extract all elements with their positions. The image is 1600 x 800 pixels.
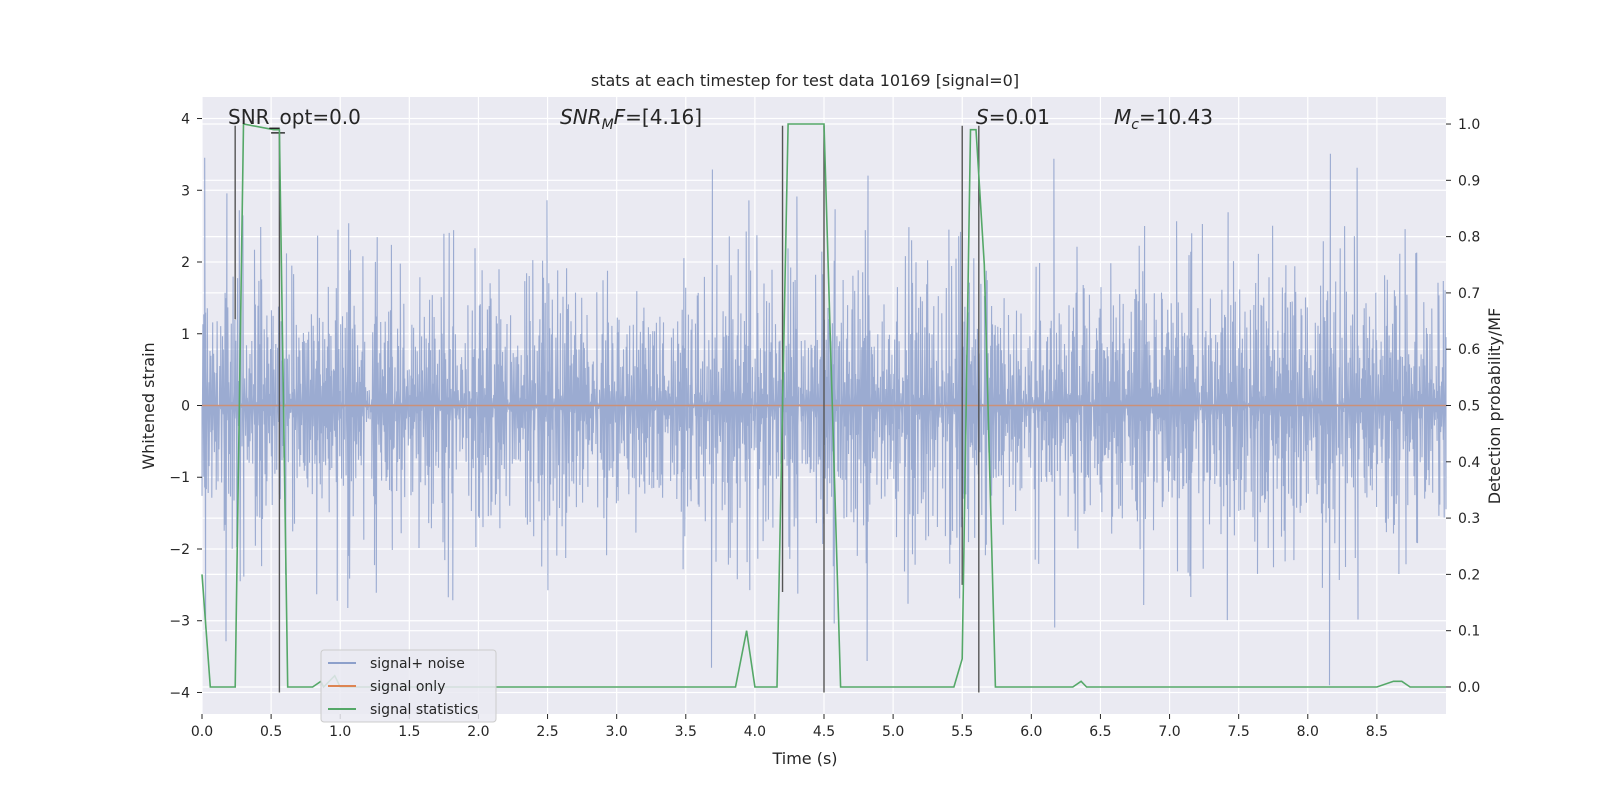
x-tick-label: 1.5	[398, 724, 420, 740]
y-left-tick-label: 4	[181, 112, 190, 128]
x-tick-label: 4.5	[813, 724, 835, 740]
legend-label-stats: signal statistics	[370, 702, 478, 718]
y-axis-label-left: Whitened strain	[139, 342, 158, 469]
y-left-tick-label: 1	[181, 327, 190, 343]
y-left-tick-label: 2	[181, 255, 190, 271]
snr-mf-value: =[4.16]	[625, 105, 702, 129]
vertical-markers	[234, 125, 980, 693]
y-right-tick-label: 0.9	[1458, 173, 1480, 189]
x-tick-label: 7.0	[1158, 724, 1180, 740]
x-tick-label: 5.5	[951, 724, 973, 740]
y-right-tick-label: 0.7	[1458, 286, 1480, 302]
x-tick-label: 7.5	[1228, 724, 1250, 740]
x-ticks: 0.0 0.5 1.0 1.5 2.0 2.5 3.0 3.5 4.0 4.5 5.0 5.5 6.0 6…	[191, 714, 1388, 740]
x-tick-label: 6.0	[1020, 724, 1042, 740]
mc-label: M	[1114, 105, 1131, 129]
y-right-tick-label: 0.4	[1458, 455, 1480, 471]
legend-box	[320, 649, 497, 723]
x-tick-label: 1.0	[329, 724, 351, 740]
legend-label-noise: signal+ noise	[370, 656, 465, 672]
snr-mf-sub: M	[602, 117, 614, 133]
x-tick-label: 6.5	[1089, 724, 1111, 740]
x-tick-label: 0.0	[191, 724, 213, 740]
x-tick-label: 5.0	[882, 724, 904, 740]
x-axis-label: Time (s)	[771, 749, 837, 768]
y-right-tick-label: 0.1	[1458, 624, 1480, 640]
x-tick-label: 8.0	[1297, 724, 1319, 740]
legend-label-signal: signal only	[370, 679, 445, 695]
x-tick-label: 2.0	[467, 724, 489, 740]
y-left-tick-label: −2	[169, 542, 190, 558]
y-axis-label-right: Detection probability/MF	[1485, 308, 1504, 505]
signal-statistics-line	[201, 123, 1446, 689]
x-tick-label: 4.0	[744, 724, 766, 740]
s-value: =0.01	[989, 105, 1050, 129]
y-left-tick-label: −1	[169, 470, 190, 486]
y-left-tick-label: 0	[181, 399, 190, 415]
y-left-tick-label: −3	[169, 614, 190, 630]
x-tick-label: 3.0	[606, 724, 628, 740]
snr-opt-annotation: SNR_opt=0.0	[228, 105, 361, 129]
x-tick-label: 2.5	[536, 724, 558, 740]
chart-title: stats at each timestep for test data 101…	[591, 71, 1019, 90]
legend: signal+ noise signal only signal statist…	[320, 649, 497, 723]
y-right-tick-label: 0.2	[1458, 567, 1480, 583]
snr-mf-main: SNR	[560, 105, 602, 129]
x-tick-label: 3.5	[675, 724, 697, 740]
s-label: S	[976, 105, 989, 129]
mc-value: =10.43	[1139, 105, 1213, 129]
y-right-tick-label: 0.5	[1458, 399, 1480, 415]
snr-mf-tail: F	[614, 105, 626, 129]
s-annotation: S=0.01	[976, 105, 1050, 129]
y-right-tick-label: 1.0	[1458, 117, 1480, 133]
mc-sub: c	[1131, 117, 1139, 133]
snr-mf-annotation: SNRMF=[4.16]	[560, 105, 702, 133]
y-left-tick-label: −4	[169, 685, 190, 701]
x-tick-label: 8.5	[1366, 724, 1388, 740]
y-right-tick-label: 0.0	[1458, 680, 1480, 696]
x-tick-label: 0.5	[260, 724, 282, 740]
y-right-ticks: 1.0 0.9 0.8 0.7 0.6 0.5 0.4 0.3 0.2 0.1 0.0	[1446, 117, 1480, 696]
y-right-tick-label: 0.6	[1458, 342, 1480, 358]
y-right-tick-label: 0.3	[1458, 511, 1480, 527]
y-left-tick-label: 3	[181, 183, 190, 199]
y-right-tick-label: 0.8	[1458, 230, 1480, 246]
y-left-ticks: 4 3 2 1 0 −1 −2 −3 −4	[169, 112, 202, 701]
mc-annotation: Mc=10.43	[1114, 105, 1213, 133]
